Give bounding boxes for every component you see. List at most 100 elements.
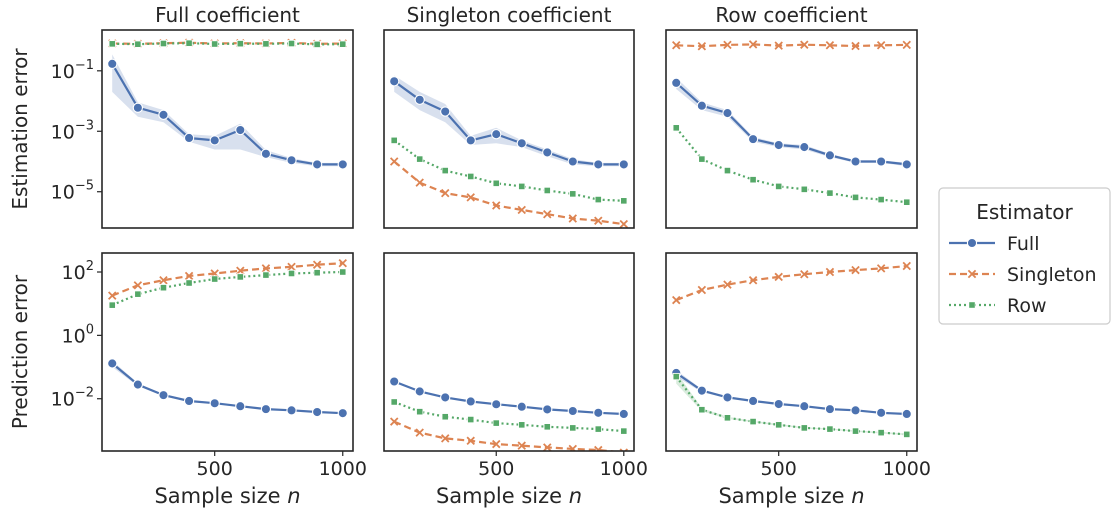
data-point-singleton — [492, 201, 501, 210]
data-point-row — [185, 39, 193, 47]
y-tick-label: 10−1 — [51, 58, 94, 83]
data-point-row — [723, 166, 732, 175]
series-line-singleton — [393, 420, 619, 451]
band-full — [112, 54, 343, 167]
data-point-row — [672, 124, 680, 132]
data-point-full — [824, 403, 836, 415]
data-point-full — [850, 156, 861, 167]
data-point-singleton — [774, 41, 783, 50]
y-tick-base: 10 — [51, 389, 75, 411]
series-line-full — [111, 63, 343, 166]
data-point-full — [414, 94, 425, 105]
data-point-full — [209, 135, 220, 146]
data-point-singleton — [619, 448, 629, 451]
data-point-row — [723, 414, 732, 422]
panel — [383, 29, 635, 229]
data-point-full — [465, 396, 476, 407]
data-point-singleton — [159, 275, 168, 285]
plot-area — [389, 75, 629, 228]
data-point-row — [211, 275, 219, 283]
data-point-full — [235, 124, 246, 136]
data-point-full — [567, 405, 578, 417]
data-point-full — [107, 358, 118, 369]
data-point-row — [775, 182, 783, 191]
data-point-full — [696, 100, 708, 111]
data-point-singleton — [774, 272, 783, 282]
data-point-full — [799, 401, 810, 412]
data-point-row — [826, 189, 834, 197]
data-point-singleton — [108, 291, 117, 300]
data-point-singleton — [800, 270, 809, 279]
plot-area — [107, 258, 348, 419]
data-point-full — [465, 135, 476, 146]
series-line-row — [112, 42, 343, 46]
band-full — [394, 380, 624, 415]
data-point-full — [491, 399, 502, 410]
y-axis-label: Prediction error — [8, 274, 32, 429]
data-point-full — [799, 141, 810, 153]
data-point-singleton — [619, 219, 629, 228]
legend-marker-row — [968, 301, 976, 309]
data-point-row — [800, 424, 808, 432]
data-point-singleton — [748, 40, 758, 49]
data-point-row — [672, 372, 680, 381]
data-point-singleton — [389, 417, 399, 426]
data-point-singleton — [543, 443, 552, 451]
data-point-full — [389, 76, 400, 87]
data-point-row — [287, 39, 296, 48]
legend-label: Row — [1007, 295, 1047, 317]
series-line-row — [393, 139, 624, 202]
data-point-row — [441, 166, 449, 175]
y-tick-exponent: 2 — [86, 259, 94, 274]
data-point-row — [620, 427, 628, 435]
data-point-full — [132, 102, 144, 113]
data-point-full — [158, 109, 169, 120]
data-point-full — [850, 405, 861, 416]
y-tick-label: 10−3 — [51, 118, 94, 143]
data-point-full — [311, 159, 323, 170]
data-point-singleton — [543, 210, 552, 219]
data-point-full — [696, 385, 708, 396]
data-point-full — [389, 376, 400, 387]
x-tick-label: 500 — [478, 458, 514, 480]
series-line-full — [111, 362, 343, 415]
data-point-row — [877, 195, 885, 204]
data-point-row — [159, 284, 168, 292]
data-point-row — [543, 186, 551, 195]
legend-label: Full — [1007, 233, 1040, 255]
data-point-row — [620, 197, 628, 205]
data-point-row — [800, 185, 808, 193]
data-point-row — [749, 176, 757, 184]
data-point-full — [593, 407, 604, 418]
data-point-full — [618, 159, 629, 170]
y-tick-exponent: −1 — [75, 58, 94, 73]
data-point-row — [108, 301, 116, 309]
y-tick-base: 10 — [51, 182, 75, 204]
data-point-singleton — [415, 428, 424, 437]
panel: 10−110−310−5 — [51, 29, 354, 229]
data-point-singleton — [748, 275, 758, 285]
data-point-row — [390, 136, 398, 144]
data-point-row — [262, 40, 270, 48]
x-tick-label: 1000 — [319, 458, 367, 480]
data-point-row — [543, 423, 551, 431]
data-point-row — [903, 430, 911, 438]
panel: 500 1000 Sample size n — [383, 252, 648, 508]
data-point-row — [236, 273, 244, 281]
series-line-row — [111, 270, 343, 307]
data-point-singleton — [697, 285, 707, 295]
x-axis-label: Sample size n — [436, 484, 582, 508]
data-point-full — [747, 395, 759, 407]
data-point-singleton — [236, 266, 245, 275]
data-point-full — [747, 133, 759, 145]
data-point-full — [567, 156, 578, 167]
data-point-singleton — [876, 41, 886, 50]
data-point-singleton — [697, 41, 707, 51]
data-point-row — [390, 398, 398, 406]
data-point-full — [542, 404, 553, 415]
data-point-singleton — [184, 271, 194, 281]
x-axis-label: Sample size n — [154, 484, 300, 508]
data-point-row — [108, 40, 116, 48]
data-point-singleton — [466, 193, 475, 202]
legend-marker-singleton — [967, 269, 977, 279]
